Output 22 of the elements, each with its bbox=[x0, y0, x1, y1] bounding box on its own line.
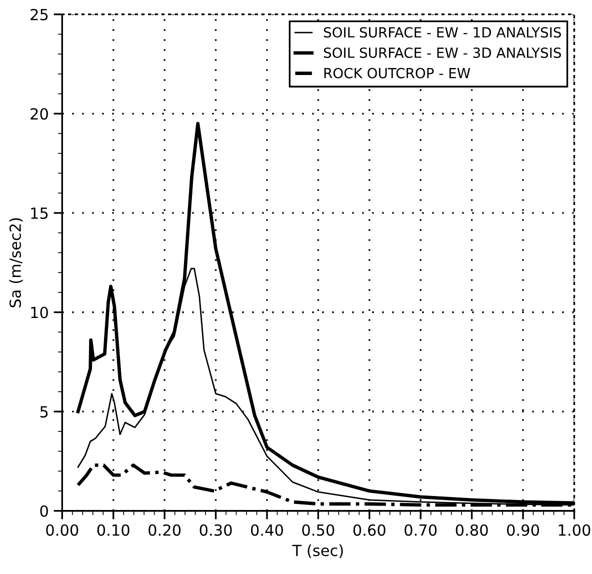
x-tick-label: 0.60 bbox=[353, 524, 386, 536]
x-tick-label: 1.00 bbox=[558, 524, 590, 536]
y-tick-label: 25 bbox=[30, 8, 48, 20]
legend-label: SOIL SURFACE - EW - 1D ANALYSIS bbox=[324, 27, 561, 38]
x-axis-title: T (sec) bbox=[292, 544, 343, 558]
legend-label: ROCK OUTCROP - EW bbox=[324, 68, 470, 78]
y-tick-label: 20 bbox=[30, 108, 48, 120]
x-tick-label: 0.80 bbox=[456, 524, 488, 536]
y-tick-label: 0 bbox=[40, 505, 48, 517]
x-tick-label: 0.10 bbox=[97, 524, 130, 536]
y-axis-title: Sa (m/sec2) bbox=[9, 218, 23, 308]
x-tick-label: 0.70 bbox=[404, 524, 437, 536]
x-tick-label: 0.20 bbox=[148, 524, 181, 536]
x-tick-label: 0.00 bbox=[46, 524, 78, 536]
x-tick-label: 0.30 bbox=[200, 524, 232, 536]
x-tick-label: 0.50 bbox=[302, 524, 334, 536]
x-tick-label: 0.40 bbox=[250, 524, 283, 536]
y-tick-label: 15 bbox=[31, 208, 48, 219]
y-tick-label: 10 bbox=[31, 306, 48, 318]
y-tick-label: 5 bbox=[40, 406, 48, 418]
legend-label: SOIL SURFACE - EW - 3D ANALYSIS bbox=[324, 47, 561, 58]
x-tick-label: 0.90 bbox=[507, 524, 540, 536]
